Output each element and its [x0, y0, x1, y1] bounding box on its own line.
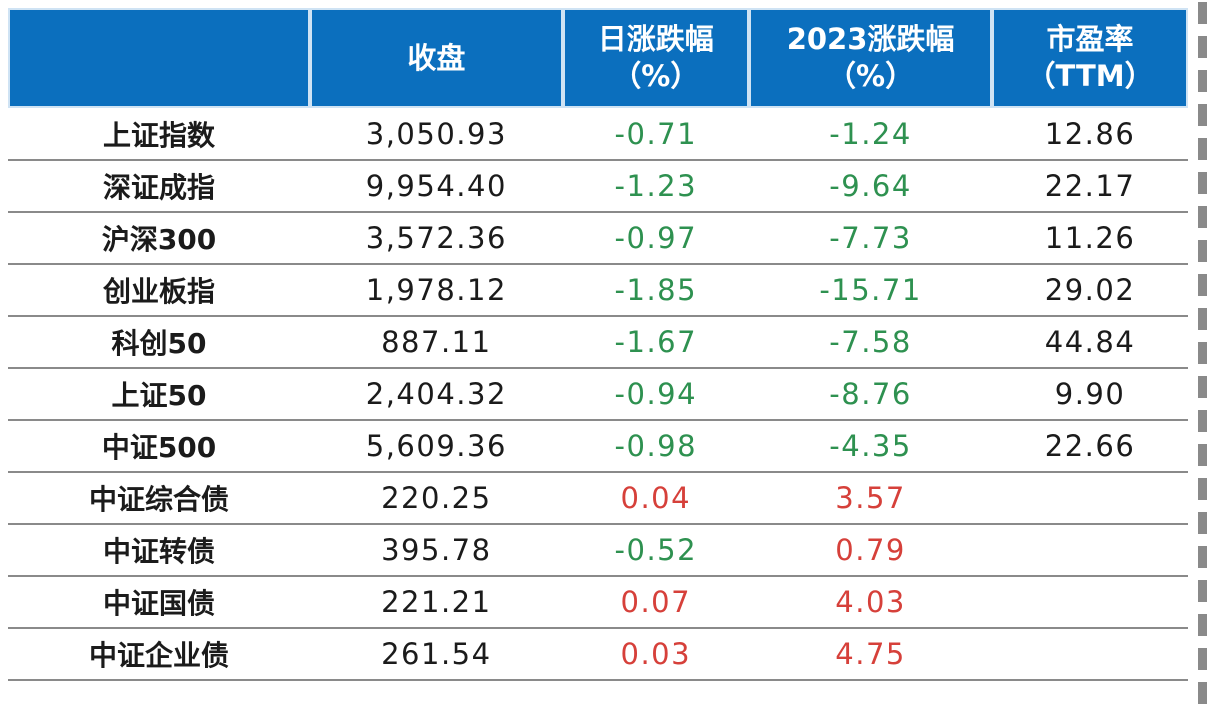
close-value: 3,050.93: [310, 108, 563, 161]
table-row: 中证国债 221.21 0.07 4.03: [8, 576, 1188, 629]
index-name: 科创50: [8, 316, 311, 369]
index-name: 中证综合债: [8, 472, 311, 525]
header-pe-label: 市盈率: [1046, 22, 1134, 56]
pe-value: 29.02: [992, 264, 1188, 317]
pe-value: 22.17: [992, 160, 1188, 213]
ytd-change-value: 3.57: [749, 472, 993, 525]
pe-value: 44.84: [992, 316, 1188, 369]
page-break-dashed-line: [1198, 2, 1207, 716]
ytd-change-value: -1.24: [749, 108, 993, 161]
daily-change-value: -0.97: [562, 212, 750, 265]
pe-value: 22.66: [992, 420, 1188, 473]
ytd-change-value: -8.76: [749, 368, 993, 421]
index-name: 深证成指: [8, 160, 311, 213]
pe-value: [992, 628, 1188, 681]
table-row: 深证成指 9,954.40 -1.23 -9.64 22.17: [8, 160, 1188, 213]
ytd-change-value: -15.71: [749, 264, 993, 317]
header-pe-unit: （TTM）: [1026, 59, 1154, 93]
ytd-change-value: 4.75: [749, 628, 993, 681]
market-indices-table-area: 收盘 日涨跌幅 （%） 2023涨跌幅 （%） 市盈率 （TTM）: [8, 8, 1188, 681]
close-value: 5,609.36: [310, 420, 563, 473]
header-row: 收盘 日涨跌幅 （%） 2023涨跌幅 （%） 市盈率 （TTM）: [8, 8, 1188, 108]
daily-change-value: 0.04: [562, 472, 750, 525]
daily-change-value: -1.85: [562, 264, 750, 317]
header-daily-change-label: 日涨跌幅: [597, 22, 714, 56]
pe-value: 12.86: [992, 108, 1188, 161]
header-ytd-change-unit: （%）: [827, 59, 915, 93]
index-name: 中证企业债: [8, 628, 311, 681]
table-row: 中证500 5,609.36 -0.98 -4.35 22.66: [8, 420, 1188, 473]
index-name: 中证转债: [8, 524, 311, 577]
pe-value: 11.26: [992, 212, 1188, 265]
daily-change-value: -0.98: [562, 420, 750, 473]
daily-change-value: 0.07: [562, 576, 750, 629]
table-row: 上证50 2,404.32 -0.94 -8.76 9.90: [8, 368, 1188, 421]
close-value: 261.54: [310, 628, 563, 681]
close-value: 395.78: [310, 524, 563, 577]
daily-change-value: -0.71: [562, 108, 750, 161]
ytd-change-value: 0.79: [749, 524, 993, 577]
ytd-change-value: -7.73: [749, 212, 993, 265]
close-value: 3,572.36: [310, 212, 563, 265]
pe-value: [992, 576, 1188, 629]
ytd-change-value: -7.58: [749, 316, 993, 369]
ytd-change-value: -4.35: [749, 420, 993, 473]
table-row: 沪深300 3,572.36 -0.97 -7.73 11.26: [8, 212, 1188, 265]
index-name: 中证500: [8, 420, 311, 473]
close-value: 887.11: [310, 316, 563, 369]
table-row: 中证转债 395.78 -0.52 0.79: [8, 524, 1188, 577]
pe-value: 9.90: [992, 368, 1188, 421]
daily-change-value: -1.67: [562, 316, 750, 369]
table-row: 中证企业债 261.54 0.03 4.75: [8, 628, 1188, 681]
index-name: 上证50: [8, 368, 311, 421]
ytd-change-value: -9.64: [749, 160, 993, 213]
header-cell-daily-change: 日涨跌幅 （%）: [562, 8, 750, 108]
header-daily-change-unit: （%）: [612, 59, 700, 93]
index-name: 中证国债: [8, 576, 311, 629]
header-close-label: 收盘: [407, 40, 466, 75]
header-cell-pe: 市盈率 （TTM）: [992, 8, 1188, 108]
index-name: 创业板指: [8, 264, 311, 317]
header-cell-ytd-change: 2023涨跌幅 （%）: [749, 8, 993, 108]
ytd-change-value: 4.03: [749, 576, 993, 629]
table-row: 科创50 887.11 -1.67 -7.58 44.84: [8, 316, 1188, 369]
market-indices-table: 收盘 日涨跌幅 （%） 2023涨跌幅 （%） 市盈率 （TTM）: [8, 8, 1188, 681]
daily-change-value: 0.03: [562, 628, 750, 681]
header-cell-close: 收盘: [310, 8, 563, 108]
index-name: 沪深300: [8, 212, 311, 265]
close-value: 9,954.40: [310, 160, 563, 213]
close-value: 1,978.12: [310, 264, 563, 317]
daily-change-value: -0.94: [562, 368, 750, 421]
index-name: 上证指数: [8, 108, 311, 161]
close-value: 220.25: [310, 472, 563, 525]
pe-value: [992, 472, 1188, 525]
table-row: 创业板指 1,978.12 -1.85 -15.71 29.02: [8, 264, 1188, 317]
close-value: 2,404.32: [310, 368, 563, 421]
close-value: 221.21: [310, 576, 563, 629]
header-cell-blank: [8, 8, 311, 108]
table-row: 上证指数 3,050.93 -0.71 -1.24 12.86: [8, 108, 1188, 161]
daily-change-value: -0.52: [562, 524, 750, 577]
table-row: 中证综合债 220.25 0.04 3.57: [8, 472, 1188, 525]
header-ytd-change-label: 2023涨跌幅: [786, 22, 955, 56]
pe-value: [992, 524, 1188, 577]
daily-change-value: -1.23: [562, 160, 750, 213]
